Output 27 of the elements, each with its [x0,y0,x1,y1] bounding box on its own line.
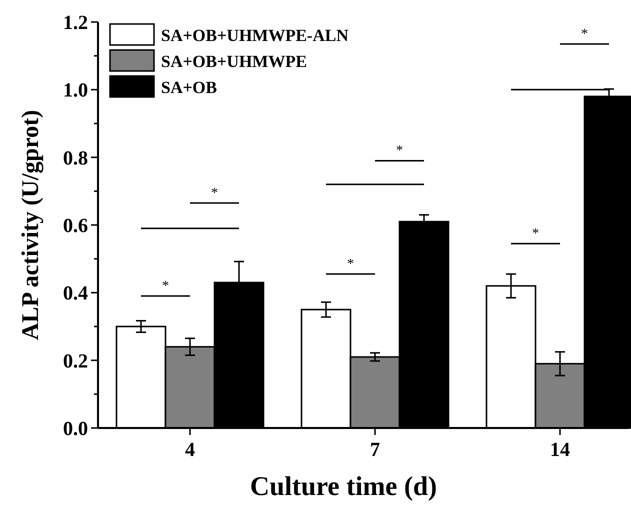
x-tick-label: 7 [370,439,380,461]
legend-label: SA+OB+UHMWPE [161,52,307,71]
significance-bracket: * [560,27,609,45]
y-tick-label: 0.2 [63,350,88,372]
annotation: * [396,144,403,159]
x-axis-title: Culture time (d) [250,471,437,501]
y-axis-title: ALP activity (U/gprot) [18,110,44,340]
y-tick-label: 0.6 [63,215,88,237]
significance-bracket: * [141,279,190,297]
x-tick-label: 14 [550,439,570,461]
y-tick-label: 0.0 [63,418,88,440]
significance-bracket: * [326,257,375,275]
annotation: * [162,279,169,294]
annotation: * [581,26,588,42]
legend-label: SA+OB [161,78,217,97]
significance-bracket: * [375,144,424,162]
significance-bracket: * [511,226,560,244]
legend-label: SA+OB+UHMWPE-ALN [161,26,350,45]
annotation: * [347,257,354,272]
significance-bracket: * [190,186,239,204]
x-tick-label: 4 [185,439,195,461]
annotation: * [211,186,218,202]
y-tick-label: 1.0 [63,80,88,102]
annotation: * [532,226,539,242]
y-tick-label: 0.4 [63,282,88,305]
y-tick-label: 0.8 [63,147,88,170]
y-tick-label: 1.2 [63,12,88,34]
